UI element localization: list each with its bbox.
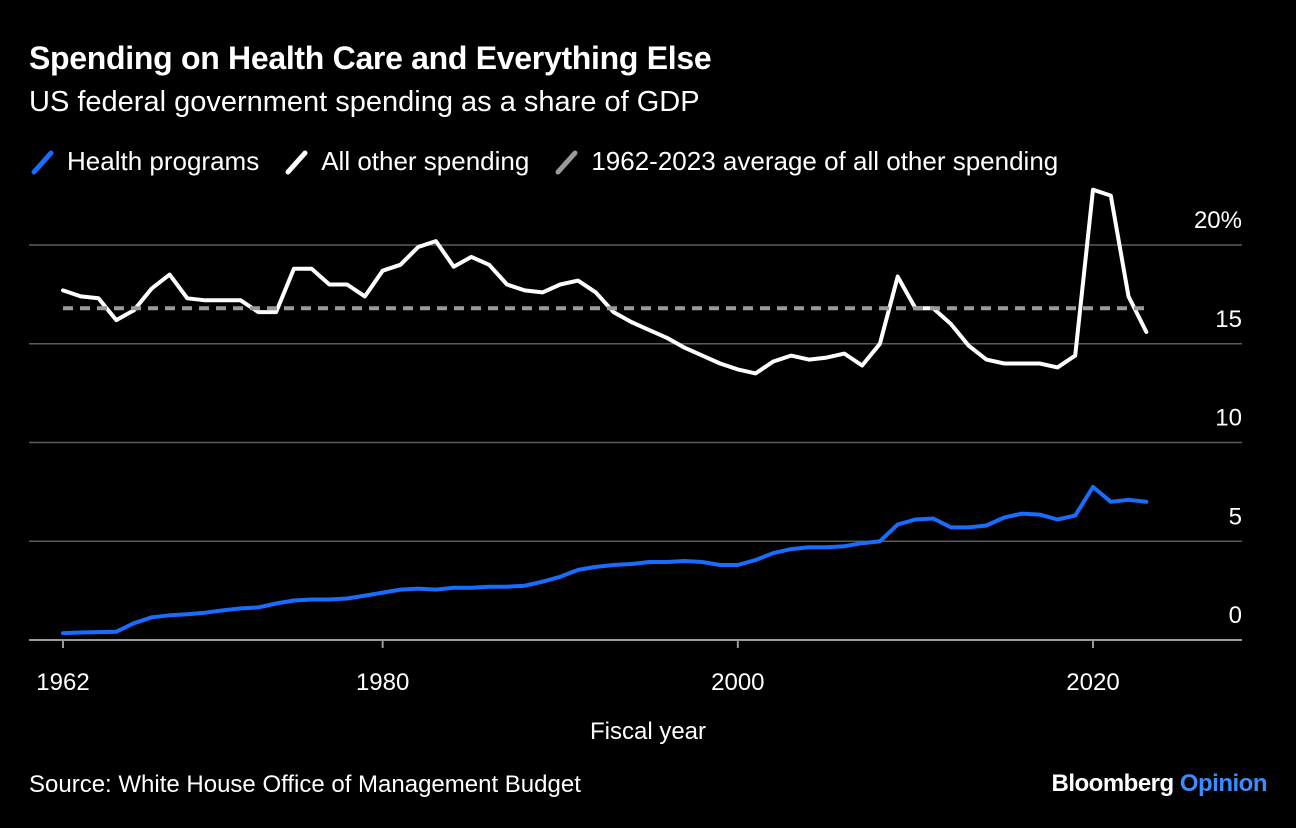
series-line-1 [61, 187, 1149, 376]
y-tick-label: 20% [1194, 207, 1242, 234]
y-tick-label: 15 [1215, 306, 1242, 333]
gridlines [29, 244, 1242, 641]
legend-swatch-other [285, 150, 308, 174]
legend-item-health: Health programs [29, 146, 259, 177]
legend: Health programs All other spending 1962-… [29, 146, 1082, 177]
chart-subtitle: US federal government spending as a shar… [29, 86, 700, 118]
legend-label-health: Health programs [67, 146, 260, 176]
source-note: Source: White House Office of Management… [29, 771, 581, 798]
series-line-0 [61, 484, 1149, 636]
y-tick-label: 0 [1229, 602, 1242, 629]
legend-label-other: All other spending [321, 146, 530, 176]
y-tick-label: 10 [1215, 405, 1242, 432]
brand-primary: Bloomberg [1051, 770, 1175, 797]
legend-item-other: All other spending [283, 146, 529, 177]
legend-label-average: 1962-2023 average of all other spending [591, 146, 1059, 176]
legend-item-average: 1962-2023 average of all other spending [553, 146, 1058, 177]
x-tick-label: 2020 [1066, 669, 1119, 696]
chart-title: Spending on Health Care and Everything E… [29, 40, 712, 76]
brand-logo: Bloomberg Opinion [1052, 770, 1268, 798]
legend-swatch-health [31, 150, 54, 174]
series-lines [61, 187, 1149, 636]
x-axis-label: Fiscal year [590, 718, 706, 745]
x-axis-ticks: 1962 1980 2000 2020 [36, 640, 1120, 696]
x-tick-label: 1962 [36, 669, 89, 696]
brand-secondary: Opinion [1179, 770, 1268, 797]
y-tick-label: 5 [1229, 503, 1242, 530]
y-axis-ticks: 0 5 10 15 20% [1194, 207, 1242, 629]
x-tick-label: 2000 [711, 669, 764, 696]
x-tick-label: 1980 [356, 669, 409, 696]
legend-swatch-average [555, 150, 578, 174]
